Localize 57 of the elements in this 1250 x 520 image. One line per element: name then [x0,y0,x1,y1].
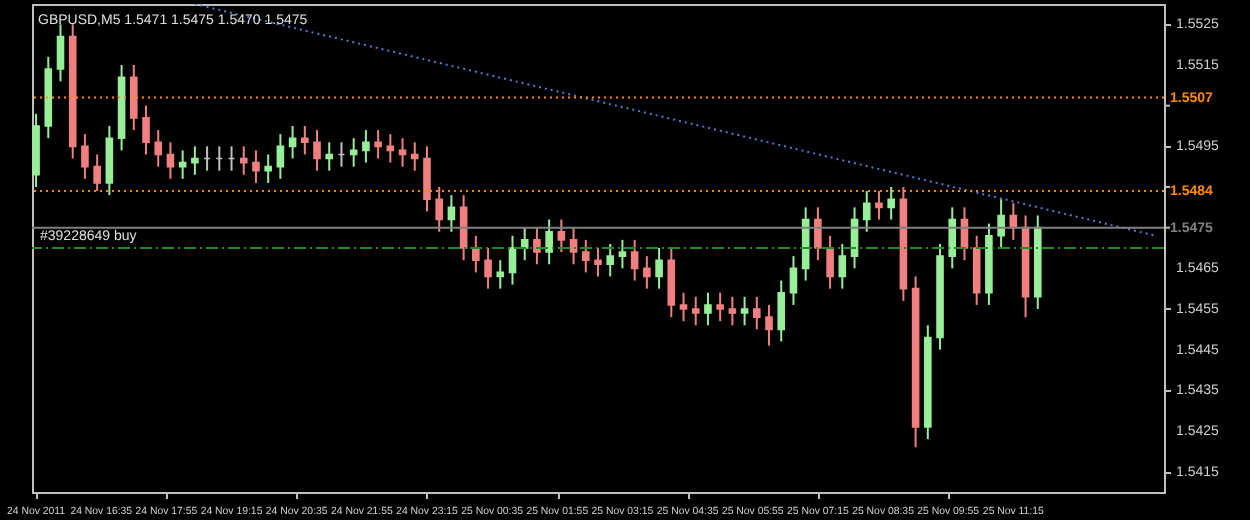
candlestick [142,104,150,156]
candlestick [93,153,101,193]
candlestick [789,255,798,306]
candlestick [948,206,957,270]
candlestick [740,295,749,327]
candlestick [508,234,517,286]
candlestick [81,133,89,180]
candlestick [972,234,981,306]
candlestick [484,247,492,290]
candlestick [520,226,529,262]
candlestick [313,129,321,172]
candlestick [191,145,199,176]
candlestick [533,226,541,266]
candlestick [753,295,761,331]
candlestick [777,279,786,343]
candlestick [105,125,114,197]
candlestick [325,141,334,172]
candlestick [154,129,163,168]
candlestick [545,218,553,266]
candlestick [594,247,602,278]
candlestick [56,23,65,83]
candlestick [691,295,700,327]
candlestick [655,247,663,290]
candlestick [276,133,285,180]
candlestick [679,291,688,323]
candlestick [704,291,712,327]
candlestick [630,238,639,282]
candlestick [239,145,248,176]
candlestick [374,129,382,160]
candlestick [557,218,566,254]
candlestick [814,206,822,262]
candlestick [130,64,138,132]
candlestick [264,153,272,184]
candlestick [569,226,578,266]
candlestick [887,186,895,221]
candlestick [826,234,834,290]
candlestick [618,238,627,270]
candlestick [765,303,773,347]
candlestick [252,149,260,184]
candlestick [288,125,297,160]
candlestick [362,129,370,164]
candlestick [716,291,724,323]
candlestick [728,295,737,327]
candlestick [410,141,419,172]
candlestick [496,259,505,290]
candlestick [667,247,676,319]
candlestick [472,234,480,274]
candlestick [606,242,615,278]
candlestick [862,190,871,233]
candlestick [997,198,1005,249]
candlestick [838,242,847,290]
candlestick [423,145,431,213]
candlestick [643,255,651,290]
candlestick [581,238,590,274]
candlestick [435,186,443,233]
candlestick [301,125,309,156]
candlestick [875,190,883,221]
